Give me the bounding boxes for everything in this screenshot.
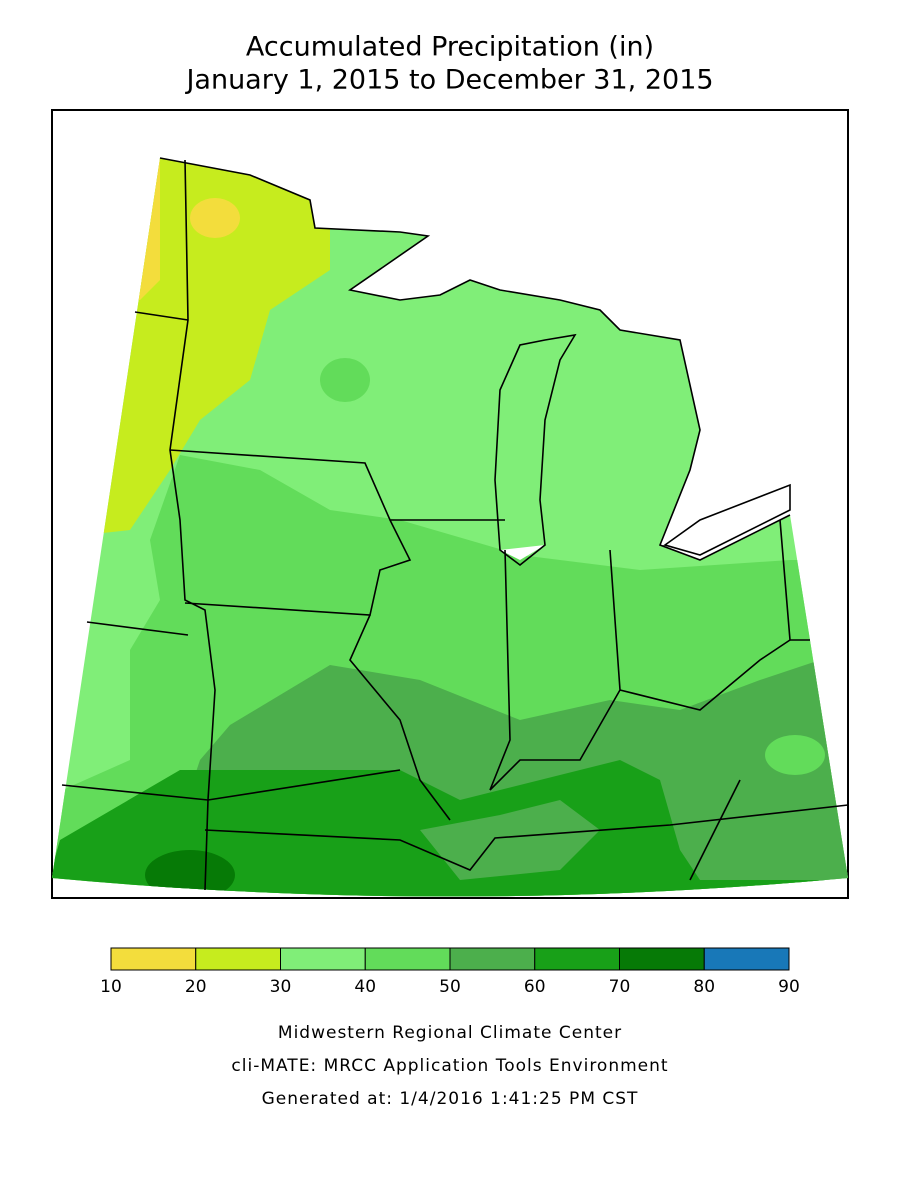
legend-tick-label: 80 <box>693 977 715 997</box>
title: Accumulated Precipitation (in) <box>246 32 654 63</box>
legend-tick-label: 40 <box>354 977 376 997</box>
legend-swatch <box>280 947 366 971</box>
legend-swatch <box>449 947 536 971</box>
legend-swatch <box>195 947 281 971</box>
legend-tick-label: 20 <box>185 977 207 997</box>
legend-tick-label: 70 <box>609 977 631 997</box>
legend-tick-label: 10 <box>100 977 122 997</box>
legend-tick-label: 60 <box>524 977 546 997</box>
footer-line: cli-MATE: MRCC Application Tools Environ… <box>231 1056 668 1076</box>
zone <box>765 735 825 775</box>
zone <box>420 800 600 880</box>
zone <box>320 358 370 402</box>
legend-tick-label: 30 <box>270 977 292 997</box>
legend-swatch <box>110 947 197 971</box>
legend-swatch <box>703 947 790 971</box>
zone <box>190 198 240 238</box>
boundaries <box>61 157 849 891</box>
legend-swatch <box>364 947 451 971</box>
legend: 10 20 30 40 50 60 70 80 90 <box>100 947 800 997</box>
legend-swatch <box>534 947 620 971</box>
legend-tick-label: 50 <box>439 977 461 997</box>
footer-line: Generated at: 1/4/2016 1:41:25 PM CST <box>262 1089 639 1109</box>
legend-tick-label: 90 <box>778 977 800 997</box>
footer-line: Midwestern Regional Climate Center <box>278 1023 622 1043</box>
legend-swatch <box>619 947 705 971</box>
subtitle: January 1, 2015 to December 31, 2015 <box>184 65 713 96</box>
